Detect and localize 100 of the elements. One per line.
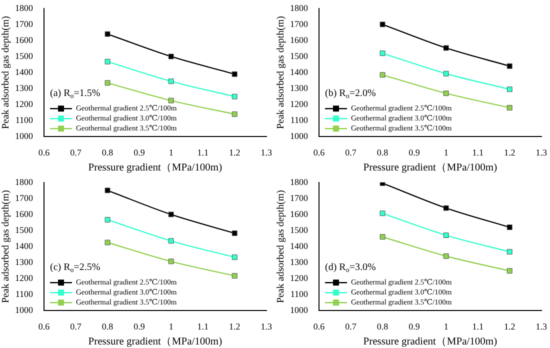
y-tick-label: 1400 xyxy=(290,240,308,251)
y-tick-label: 1800 xyxy=(15,2,34,13)
y-tick-label: 1200 xyxy=(290,272,308,283)
point xyxy=(506,268,512,274)
x-tick-label: 0.7 xyxy=(345,147,357,158)
point xyxy=(380,234,386,240)
point xyxy=(506,249,512,255)
x-tick-label: 1.2 xyxy=(504,147,516,158)
y-tick-label: 1000 xyxy=(290,304,308,315)
y-tick-label: 1700 xyxy=(15,18,34,29)
x-tick-label: 0.9 xyxy=(134,321,146,332)
y-tick-label: 1000 xyxy=(290,130,308,141)
y-tick-label: 1200 xyxy=(15,272,34,283)
y-axis-title: Peak adsorbed gas depth(m) xyxy=(0,190,12,304)
x-tick-label: 1.1 xyxy=(472,321,484,332)
point xyxy=(443,90,449,96)
x-axis-title: Pressure gradient（MPa/100m) xyxy=(88,162,223,174)
y-tick-label: 1700 xyxy=(290,18,308,29)
y-axis-title: Peak adsorbed gas depth(m) xyxy=(276,190,287,304)
x-tick-label: 1.3 xyxy=(536,321,548,332)
point xyxy=(104,58,110,64)
point xyxy=(104,188,110,194)
point xyxy=(443,70,449,76)
y-axis-title: Peak adsorbed gas depth(m) xyxy=(276,16,287,130)
point xyxy=(380,210,386,216)
point xyxy=(168,212,174,218)
x-tick-label: 1.1 xyxy=(197,147,208,158)
point xyxy=(443,253,449,259)
x-tick-label: 1 xyxy=(168,321,174,332)
x-tick-label: 1.3 xyxy=(260,147,272,158)
y-tick-label: 1000 xyxy=(15,304,34,315)
y-tick-label: 1300 xyxy=(290,256,308,267)
x-tick-label: 0.6 xyxy=(313,147,326,158)
point xyxy=(443,45,449,51)
y-tick-label: 1400 xyxy=(15,240,34,251)
point xyxy=(104,240,110,246)
x-tick-label: 0.7 xyxy=(345,321,357,332)
point xyxy=(232,111,238,117)
point xyxy=(443,205,449,211)
y-tick-label: 1800 xyxy=(15,176,34,187)
y-tick-label: 1700 xyxy=(15,192,34,203)
point xyxy=(380,50,386,56)
y-tick-label: 1300 xyxy=(15,82,34,93)
y-tick-label: 1200 xyxy=(15,98,34,109)
point xyxy=(168,258,174,264)
x-tick-label: 0.7 xyxy=(70,321,82,332)
point xyxy=(232,230,238,236)
point xyxy=(104,217,110,222)
x-tick-label: 0.9 xyxy=(408,147,420,158)
x-tick-label: 0.7 xyxy=(70,147,82,158)
x-tick-label: 1.3 xyxy=(536,147,548,158)
point xyxy=(168,98,174,104)
y-tick-label: 1600 xyxy=(290,34,308,45)
x-tick-label: 0.6 xyxy=(313,321,326,332)
x-tick-label: 0.6 xyxy=(38,147,50,158)
y-tick-label: 1600 xyxy=(290,208,308,219)
point xyxy=(506,224,512,230)
y-tick-label: 1400 xyxy=(15,66,34,77)
point xyxy=(380,72,386,78)
y-tick-label: 1800 xyxy=(290,176,308,187)
x-tick-label: 0.9 xyxy=(134,147,146,158)
point xyxy=(168,238,174,244)
y-tick-label: 1800 xyxy=(290,2,308,13)
point xyxy=(232,254,238,260)
y-tick-label: 1600 xyxy=(15,34,34,45)
x-tick-label: 0.9 xyxy=(408,321,420,332)
x-axis-title: Pressure gradient（MPa/100m) xyxy=(363,162,498,174)
y-tick-label: 1300 xyxy=(15,256,34,267)
x-tick-label: 1.1 xyxy=(472,147,484,158)
x-tick-label: 1 xyxy=(444,147,448,158)
y-tick-label: 1100 xyxy=(15,114,34,125)
y-tick-label: 1100 xyxy=(290,114,308,125)
point xyxy=(506,63,512,69)
point xyxy=(104,31,110,37)
x-tick-label: 1.2 xyxy=(228,321,240,332)
x-tick-label: 1.1 xyxy=(197,321,208,332)
x-axis-title: Pressure gradient（MPa/100m) xyxy=(363,336,498,348)
x-tick-label: 1.3 xyxy=(260,321,272,332)
y-tick-label: 1500 xyxy=(15,224,34,235)
x-tick-label: 1.2 xyxy=(228,147,240,158)
point xyxy=(168,54,174,60)
y-tick-label: 1700 xyxy=(290,192,308,203)
x-tick-label: 0.8 xyxy=(376,147,389,158)
point xyxy=(104,80,110,86)
x-tick-label: 1 xyxy=(168,147,174,158)
point xyxy=(232,273,238,279)
y-tick-label: 1500 xyxy=(15,50,34,61)
point xyxy=(168,78,174,84)
x-tick-label: 1 xyxy=(444,321,448,332)
x-tick-label: 0.8 xyxy=(376,321,389,332)
y-tick-label: 1100 xyxy=(15,288,34,299)
y-tick-label: 1600 xyxy=(15,208,34,219)
y-tick-label: 1500 xyxy=(290,224,308,235)
y-tick-label: 1100 xyxy=(290,288,308,299)
point xyxy=(232,71,238,77)
point xyxy=(232,94,238,100)
point xyxy=(380,22,386,28)
y-tick-label: 1500 xyxy=(290,50,308,61)
point xyxy=(443,232,449,238)
x-tick-label: 0.8 xyxy=(102,321,114,332)
